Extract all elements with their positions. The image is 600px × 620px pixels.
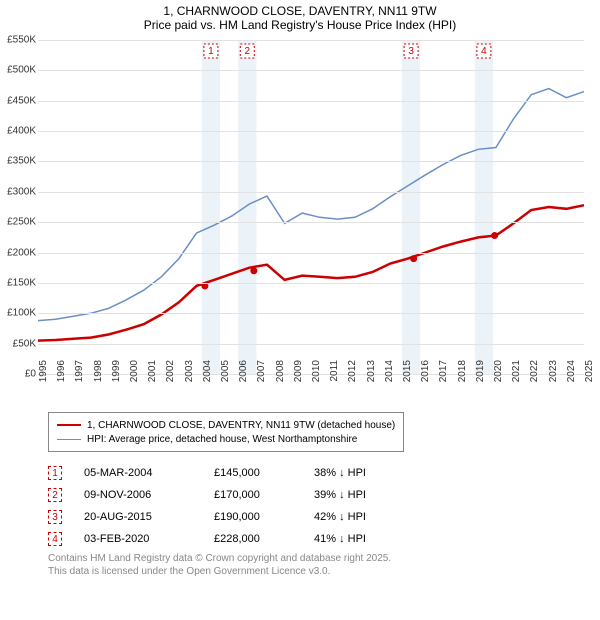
gridline (38, 161, 584, 162)
legend-swatch-property (57, 424, 81, 426)
y-axis-tick: £350K (0, 156, 36, 167)
table-date: 03-FEB-2020 (84, 533, 214, 545)
table-marker: 1 (48, 466, 62, 480)
table-price: £190,000 (214, 511, 314, 523)
marker-number: 3 (408, 46, 414, 57)
gridline (38, 101, 584, 102)
shaded-band (202, 40, 220, 374)
y-axis-tick: £500K (0, 65, 36, 76)
table-price: £170,000 (214, 489, 314, 501)
table-date: 05-MAR-2004 (84, 467, 214, 479)
legend-swatch-hpi (57, 439, 81, 440)
y-axis-tick: £400K (0, 126, 36, 137)
series-line-property (38, 205, 584, 340)
table-diff: 42% ↓ HPI (314, 511, 414, 523)
table-date: 20-AUG-2015 (84, 511, 214, 523)
table-price: £228,000 (214, 533, 314, 545)
footer-line1: Contains HM Land Registry data © Crown c… (48, 552, 391, 565)
gridline (38, 313, 584, 314)
x-axis-tick: 2025 (584, 360, 600, 388)
marker-number: 4 (481, 46, 487, 57)
marker-number: 2 (245, 46, 251, 57)
gridline (38, 40, 584, 41)
legend-row-property: 1, CHARNWOOD CLOSE, DAVENTRY, NN11 9TW (… (57, 418, 395, 432)
shaded-band (475, 40, 493, 374)
legend: 1, CHARNWOOD CLOSE, DAVENTRY, NN11 9TW (… (48, 412, 404, 452)
y-axis-tick: £300K (0, 186, 36, 197)
shaded-band (238, 40, 256, 374)
series-line-hpi (38, 89, 584, 321)
y-axis-tick: £250K (0, 217, 36, 228)
y-axis-tick: £100K (0, 308, 36, 319)
chart-area: 1 2 3 4 £0 £50K £100K £150K £200K £250K £300K £350… (0, 40, 600, 410)
title-line2: Price paid vs. HM Land Registry's House … (0, 18, 600, 36)
table-marker: 2 (48, 488, 62, 502)
table-row: 1 05-MAR-2004£145,00038% ↓ HPI (48, 462, 414, 484)
y-axis-tick: £450K (0, 95, 36, 106)
footer: Contains HM Land Registry data © Crown c… (48, 552, 391, 578)
gridline (38, 344, 584, 345)
table-marker: 3 (48, 510, 62, 524)
gridline (38, 70, 584, 71)
y-axis-tick: £200K (0, 247, 36, 258)
table-row: 2 09-NOV-2006£170,00039% ↓ HPI (48, 484, 414, 506)
table-diff: 38% ↓ HPI (314, 467, 414, 479)
table-diff: 41% ↓ HPI (314, 533, 414, 545)
gridline (38, 131, 584, 132)
table-row: 3 20-AUG-2015£190,00042% ↓ HPI (48, 506, 414, 528)
table-date: 09-NOV-2006 (84, 489, 214, 501)
gridline (38, 222, 584, 223)
sale-point (250, 267, 257, 274)
y-axis-tick: £550K (0, 35, 36, 46)
y-axis-tick: £0 (0, 369, 36, 380)
table-marker: 4 (48, 532, 62, 546)
table-row: 4 03-FEB-2020£228,00041% ↓ HPI (48, 528, 414, 550)
sales-table: 1 05-MAR-2004£145,00038% ↓ HPI 2 09-NOV-200… (48, 462, 414, 550)
table-diff: 39% ↓ HPI (314, 489, 414, 501)
y-axis-tick: £150K (0, 277, 36, 288)
gridline (38, 253, 584, 254)
legend-row-hpi: HPI: Average price, detached house, West… (57, 432, 395, 446)
marker-number: 1 (208, 46, 214, 57)
table-price: £145,000 (214, 467, 314, 479)
legend-label-hpi: HPI: Average price, detached house, West… (87, 434, 357, 445)
shaded-band (402, 40, 420, 374)
sale-point (410, 255, 417, 262)
plot-area: 1 2 3 4 (38, 40, 584, 374)
gridline (38, 192, 584, 193)
footer-line2: This data is licensed under the Open Gov… (48, 565, 391, 578)
sale-point (491, 232, 498, 239)
legend-label-property: 1, CHARNWOOD CLOSE, DAVENTRY, NN11 9TW (… (87, 420, 395, 431)
gridline (38, 283, 584, 284)
y-axis-tick: £50K (0, 338, 36, 349)
title-line1: 1, CHARNWOOD CLOSE, DAVENTRY, NN11 9TW (0, 0, 600, 18)
